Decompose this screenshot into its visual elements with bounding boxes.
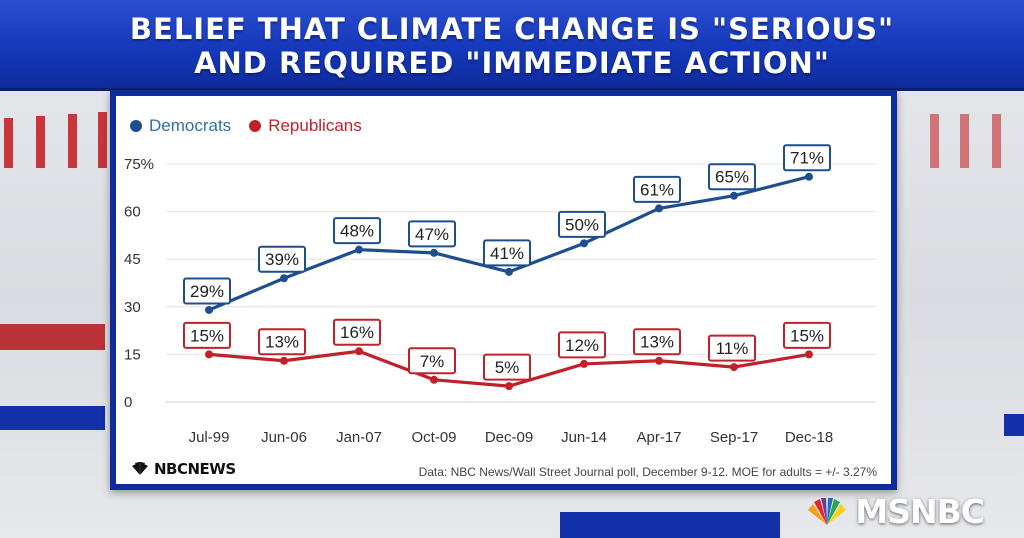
- title-line-2: AND REQUIRED "IMMEDIATE ACTION": [194, 46, 830, 80]
- msnbc-logo-text: MSNBC: [855, 492, 985, 531]
- data-label-box: [708, 334, 756, 362]
- data-label-box: [408, 347, 456, 375]
- data-label: 12%: [565, 336, 599, 355]
- data-point: [580, 239, 588, 248]
- data-point: [730, 363, 738, 372]
- chart-card: Democrats Republicans 0 15 30 45 60 75% Jul-99…: [116, 96, 891, 484]
- data-label: 16%: [340, 323, 374, 342]
- chart-legend: Democrats Republicans: [130, 116, 362, 136]
- data-label-box: [258, 245, 306, 273]
- data-label: 48%: [340, 222, 374, 241]
- y-tick-label: 30: [124, 299, 141, 316]
- y-tick-label: 15: [124, 346, 141, 363]
- y-tick-label: 45: [124, 251, 141, 268]
- x-tick-label: Jan-07: [336, 429, 382, 446]
- data-label-box: [558, 331, 606, 359]
- msnbc-peacock-icon: [808, 497, 847, 525]
- title-line-1: BELIEF THAT CLIMATE CHANGE IS "SERIOUS": [129, 12, 895, 46]
- data-label-box: [333, 217, 381, 245]
- data-label-box: [633, 328, 681, 356]
- data-label: 65%: [715, 168, 749, 187]
- data-point: [805, 172, 813, 181]
- legend-label-republicans: Republicans: [268, 116, 362, 135]
- data-point: [430, 248, 438, 257]
- data-label-box: [708, 163, 756, 191]
- legend-swatch-democrats: [130, 120, 142, 132]
- data-label: 11%: [716, 339, 749, 358]
- data-point: [655, 204, 663, 213]
- data-label-box: [483, 353, 531, 381]
- data-point: [430, 375, 438, 384]
- data-label-box: [783, 321, 831, 349]
- chart-panel: Democrats Republicans 0 15 30 45 60 75% Jul-99…: [110, 90, 897, 490]
- data-label: 50%: [565, 215, 599, 234]
- data-label: 47%: [415, 225, 449, 244]
- msnbc-logo: MSNBC: [805, 492, 985, 531]
- data-point: [505, 382, 513, 391]
- x-tick-label: Jul-99: [189, 429, 230, 446]
- nbc-news-logo: NBCNEWS: [130, 460, 236, 478]
- data-label: 39%: [265, 250, 299, 269]
- data-label-box: [333, 318, 381, 346]
- data-label-box: [483, 239, 531, 267]
- legend-item-republicans: Republicans: [249, 116, 362, 136]
- data-point: [580, 359, 588, 368]
- data-point: [730, 191, 738, 200]
- data-label-box: [633, 175, 681, 203]
- data-label-box: [558, 210, 606, 238]
- studio-background: [0, 88, 1024, 538]
- x-tick-label: Jun-14: [561, 429, 607, 446]
- data-label-box: [183, 321, 231, 349]
- nbc-news-logo-text: NBCNEWS: [154, 460, 236, 478]
- y-tick-label: 0: [124, 394, 132, 411]
- x-tick-label: Dec-18: [785, 429, 833, 446]
- data-point: [205, 350, 213, 359]
- x-tick-label: Oct-09: [411, 429, 456, 446]
- y-tick-label: 60: [124, 204, 141, 221]
- data-label-box: [258, 328, 306, 356]
- data-label-box: [183, 277, 231, 305]
- legend-label-democrats: Democrats: [149, 116, 232, 135]
- data-label: 13%: [640, 333, 674, 352]
- data-point: [280, 356, 288, 365]
- data-label: 13%: [265, 333, 299, 352]
- data-point: [805, 350, 813, 359]
- legend-swatch-republicans: [249, 120, 262, 132]
- title-banner: BELIEF THAT CLIMATE CHANGE IS "SERIOUS" …: [0, 0, 1024, 91]
- y-tick-label: 75%: [124, 156, 154, 173]
- data-label-box: [408, 220, 456, 248]
- data-label: 7%: [420, 352, 445, 371]
- x-tick-label: Dec-09: [485, 429, 533, 446]
- data-point: [205, 305, 213, 314]
- data-label: 29%: [190, 282, 224, 301]
- peacock-icon: [132, 462, 148, 475]
- data-label: 5%: [495, 358, 520, 377]
- data-label: 15%: [190, 326, 224, 345]
- legend-item-democrats: Democrats: [130, 116, 231, 136]
- data-point: [355, 347, 363, 356]
- data-label-box: [783, 144, 831, 172]
- data-label: 61%: [640, 180, 674, 199]
- data-label: 41%: [490, 244, 524, 263]
- data-label: 15%: [790, 326, 824, 345]
- x-tick-label: Sep-17: [710, 429, 758, 446]
- data-point: [505, 267, 513, 276]
- data-point: [280, 274, 288, 283]
- line-chart: 0 15 30 45 60 75% Jul-99 Jun-06 Jan-07 Oct-09 Dec-…: [124, 144, 876, 446]
- x-tick-label: Apr-17: [636, 429, 681, 446]
- data-point: [355, 245, 363, 254]
- data-label: 71%: [790, 149, 824, 168]
- x-tick-label: Jun-06: [261, 429, 307, 446]
- source-note: Data: NBC News/Wall Street Journal poll,…: [418, 465, 877, 479]
- data-point: [655, 356, 663, 365]
